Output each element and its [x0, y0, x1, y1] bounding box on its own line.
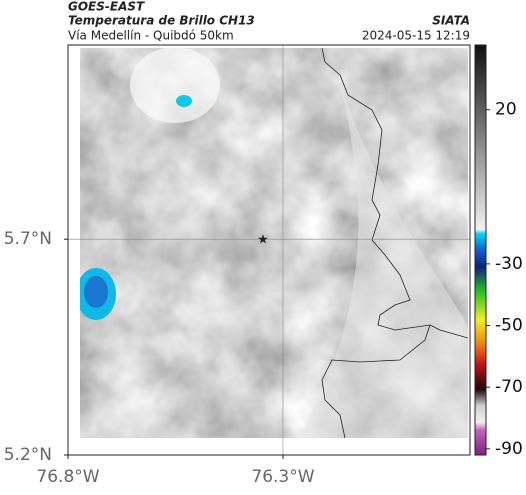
cold-cloud-core: [84, 276, 108, 308]
x-tick-label: 76.8°W: [36, 467, 99, 487]
colorbar-label: -90: [495, 439, 523, 459]
colorbar-label: 20: [495, 100, 517, 120]
satellite-image: [80, 48, 468, 438]
location-marker: ★: [257, 233, 269, 248]
bright-cloud: [130, 48, 220, 123]
y-tick-label: 5.2°N: [4, 445, 52, 465]
map-frame: [67, 44, 471, 456]
cold-cloud: [176, 95, 192, 107]
border-line: [321, 48, 468, 438]
colorbar-label: -30: [495, 254, 523, 274]
colorbar-label: -70: [495, 377, 523, 397]
colorbar-label: -50: [495, 316, 523, 336]
source: SIATA: [432, 14, 470, 28]
datetime: 2024-05-15 12:19: [362, 29, 470, 43]
x-tick-label: 76.3°W: [251, 467, 314, 487]
y-tick-label: 5.7°N: [4, 229, 52, 249]
subtitle: Vía Medellín - Quibdó 50km: [68, 29, 234, 43]
satellite-name: GOES-EAST: [68, 0, 145, 14]
light-region: [300, 48, 468, 438]
chart-title: Temperatura de Brillo CH13: [68, 14, 255, 28]
colorbar: [474, 44, 487, 456]
